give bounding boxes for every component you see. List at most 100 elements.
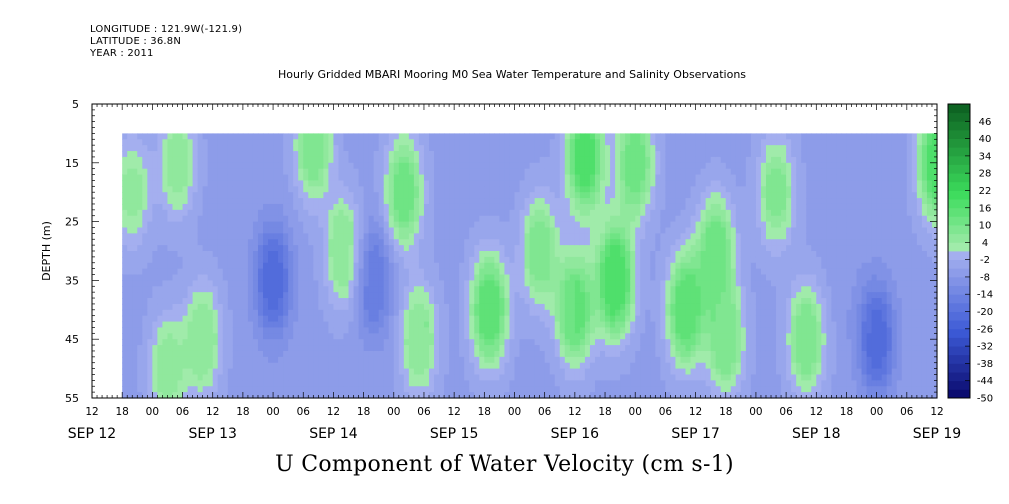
heatmap-cell xyxy=(499,133,506,140)
heatmap-cell xyxy=(298,339,304,346)
heatmap-cell xyxy=(464,292,470,299)
heatmap-cell xyxy=(504,362,511,370)
heatmap-cell xyxy=(645,151,651,158)
heatmap-cell xyxy=(177,262,184,270)
heatmap-cell xyxy=(207,145,214,152)
heatmap-cell xyxy=(242,192,249,199)
heatmap-cell xyxy=(469,221,475,229)
heatmap-cell xyxy=(489,386,495,393)
heatmap-cell xyxy=(127,239,133,246)
heatmap-cell xyxy=(333,215,340,223)
heatmap-cell xyxy=(534,298,541,305)
heatmap-cell xyxy=(635,292,641,299)
heatmap-cell xyxy=(423,139,430,146)
heatmap-cell xyxy=(539,186,546,193)
heatmap-cell xyxy=(449,392,455,399)
heatmap-cell xyxy=(464,245,470,252)
heatmap-cell xyxy=(398,303,405,311)
heatmap-cell xyxy=(665,386,672,393)
heatmap-cell xyxy=(388,256,395,264)
heatmap-cell xyxy=(293,380,299,387)
heatmap-cell xyxy=(625,245,631,252)
heatmap-cell xyxy=(564,386,571,393)
heatmap-cell xyxy=(363,380,370,387)
heatmap-cell xyxy=(469,156,475,164)
heatmap-cell xyxy=(610,274,616,281)
heatmap-cell xyxy=(554,274,561,281)
heatmap-cell xyxy=(439,321,445,329)
heatmap-cell xyxy=(242,339,249,346)
heatmap-cell xyxy=(182,280,189,287)
heatmap-cell xyxy=(428,309,435,317)
heatmap-cell xyxy=(172,168,179,176)
heatmap-cell xyxy=(122,198,128,205)
heatmap-cell xyxy=(675,345,682,352)
heatmap-cell xyxy=(439,350,445,358)
heatmap-cell xyxy=(589,268,596,276)
heatmap-cell xyxy=(263,162,269,170)
heatmap-cell xyxy=(172,309,179,317)
heatmap-cell xyxy=(509,133,516,140)
heatmap-cell xyxy=(444,215,450,223)
heatmap-cell xyxy=(600,274,606,281)
heatmap-cell xyxy=(242,298,249,305)
heatmap-cell xyxy=(237,368,244,376)
heatmap-cell xyxy=(338,245,345,252)
heatmap-cell xyxy=(318,374,324,381)
heatmap-cell xyxy=(368,339,375,346)
heatmap-cell xyxy=(564,292,571,299)
heatmap-cell xyxy=(338,168,345,176)
heatmap-cell xyxy=(479,256,485,264)
heatmap-cell xyxy=(534,356,541,364)
heatmap-cell xyxy=(323,239,329,246)
heatmap-cell xyxy=(489,356,495,364)
heatmap-cell xyxy=(288,345,294,352)
heatmap-cell xyxy=(378,327,385,334)
heatmap-cell xyxy=(227,374,234,381)
heatmap-cell xyxy=(152,245,158,252)
heatmap-cell xyxy=(569,303,576,311)
heatmap-cell xyxy=(610,321,616,329)
heatmap-cell xyxy=(303,315,309,323)
heatmap-cell xyxy=(358,162,365,170)
heatmap-cell xyxy=(640,198,646,205)
heatmap-cell xyxy=(278,186,284,193)
heatmap-cell xyxy=(504,215,511,223)
heatmap-cell xyxy=(675,368,682,376)
heatmap-cell xyxy=(137,186,143,193)
heatmap-cell xyxy=(237,245,244,252)
heatmap-cell xyxy=(484,139,490,146)
heatmap-cell xyxy=(519,286,526,293)
heatmap-cell xyxy=(529,245,536,252)
heatmap-cell xyxy=(434,345,440,352)
heatmap-cell xyxy=(484,133,490,140)
heatmap-cell xyxy=(549,162,556,170)
heatmap-cell xyxy=(650,268,656,276)
heatmap-cell xyxy=(574,292,581,299)
heatmap-cell xyxy=(172,303,179,311)
heatmap-cell xyxy=(162,198,169,205)
heatmap-cell xyxy=(469,133,475,140)
heatmap-cell xyxy=(650,239,656,246)
heatmap-cell xyxy=(584,203,591,211)
heatmap-cell xyxy=(157,245,164,252)
heatmap-cell xyxy=(303,245,309,252)
heatmap-cell xyxy=(247,386,254,393)
heatmap-cell xyxy=(594,221,601,229)
heatmap-cell xyxy=(378,374,385,381)
heatmap-cell xyxy=(177,362,184,370)
heatmap-cell xyxy=(393,203,400,211)
heatmap-cell xyxy=(247,380,254,387)
heatmap-cell xyxy=(288,262,294,270)
heatmap-cell xyxy=(172,356,179,364)
heatmap-cell xyxy=(207,392,214,399)
heatmap-cell xyxy=(378,245,385,252)
heatmap-cell xyxy=(247,239,254,246)
heatmap-cell xyxy=(660,309,666,317)
heatmap-cell xyxy=(514,374,521,381)
heatmap-cell xyxy=(137,209,143,217)
heatmap-cell xyxy=(202,286,209,293)
heatmap-cell xyxy=(147,345,153,352)
heatmap-cell xyxy=(449,321,455,329)
heatmap-cell xyxy=(252,209,259,217)
